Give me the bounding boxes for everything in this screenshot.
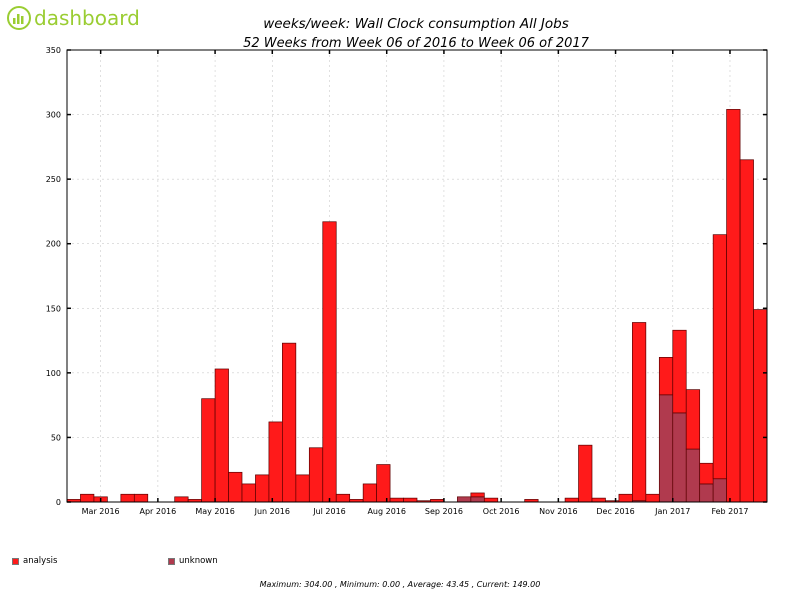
bar-unknown [470, 496, 485, 503]
bar-analysis [174, 496, 189, 503]
y-tick-label: 250 [46, 175, 61, 184]
legend-item-unknown: unknown [168, 556, 218, 566]
bar-analysis [483, 497, 499, 503]
bar-analysis [214, 368, 229, 503]
legend-label-analysis: analysis [23, 556, 58, 566]
dashboard-logo: dashboard [7, 6, 140, 30]
x-tick-label: Mar 2016 [82, 507, 120, 516]
x-tick-label: Apr 2016 [139, 507, 176, 516]
bar-analysis [80, 493, 95, 503]
y-tick-label: 300 [46, 111, 61, 120]
y-tick-label: 50 [51, 433, 61, 442]
bar-analysis [726, 109, 741, 503]
bar-analysis [672, 329, 687, 414]
bar-analysis [335, 493, 351, 503]
bar-analysis [282, 342, 297, 503]
x-tick-label: Jun 2016 [254, 507, 290, 516]
bar-unknown [685, 448, 701, 503]
y-tick-label: 150 [46, 304, 61, 313]
y-axis: 0 50 100 150 200 250 300 350 [46, 46, 767, 507]
stats-summary: Maximum: 304.00 , Minimum: 0.00 , Averag… [259, 580, 541, 589]
bar-analysis [389, 497, 404, 503]
bar-analysis [322, 221, 337, 503]
bar-analysis [376, 464, 391, 503]
x-axis: Mar 2016 Apr 2016 May 2016 Jun 2016 Jul 2016… [82, 50, 749, 516]
legend-swatch-analysis [12, 557, 19, 565]
bar-analysis [255, 474, 270, 503]
bar-analysis [133, 493, 149, 503]
bars [66, 109, 768, 503]
legend-label-unknown: unknown [179, 556, 218, 566]
x-tick-label: Sep 2016 [425, 507, 463, 516]
logo-text: dashboard [34, 6, 140, 30]
bar-analysis [362, 483, 377, 503]
y-tick-label: 100 [46, 369, 61, 378]
bar-analysis [308, 447, 324, 503]
bar-analysis [470, 492, 485, 498]
x-tick-label: Nov 2016 [539, 507, 578, 516]
bar-analysis [201, 398, 216, 503]
chart-subtitle: 52 Weeks from Week 06 of 2016 to Week 06… [243, 36, 590, 51]
y-tick-label: 0 [56, 498, 61, 507]
bar-analysis [241, 483, 256, 503]
bar-analysis [268, 421, 283, 503]
bar-analysis [658, 357, 674, 396]
bar-unknown [699, 483, 714, 503]
plot-frame [66, 49, 768, 503]
bar-unknown [712, 478, 727, 503]
bar-unknown [672, 412, 687, 503]
x-tick-label: May 2016 [195, 507, 234, 516]
bar-unknown [457, 496, 472, 503]
bar-analysis [699, 462, 714, 485]
y-tick-label: 350 [46, 46, 61, 55]
chart-title: weeks/week: Wall Clock consumption All J… [263, 16, 569, 32]
y-tick-label: 200 [46, 240, 61, 249]
legend-swatch-unknown [168, 557, 175, 565]
bar-analysis [295, 474, 310, 503]
x-tick-label: Dec 2016 [596, 507, 634, 516]
bar-analysis [632, 322, 647, 502]
bar-analysis [591, 497, 606, 503]
bar-analysis [685, 389, 701, 450]
bar-analysis [120, 493, 135, 503]
bar-unknown [658, 394, 674, 503]
bar-analysis [712, 234, 727, 480]
x-tick-label: Aug 2016 [367, 507, 406, 516]
bar-analysis [753, 309, 768, 503]
bar-analysis [228, 471, 243, 503]
bar-analysis [578, 444, 593, 503]
x-tick-label: Oct 2016 [483, 507, 520, 516]
legend-item-analysis: analysis [12, 556, 57, 566]
bar-analysis [645, 493, 660, 503]
bar-analysis [739, 159, 754, 503]
x-tick-label: Jul 2016 [312, 507, 346, 516]
x-tick-label: Feb 2017 [711, 507, 748, 516]
x-tick-label: Jan 2017 [654, 507, 690, 516]
bar-analysis [618, 493, 633, 503]
logo-icon [7, 6, 31, 30]
bar-analysis [564, 497, 579, 503]
bar-analysis [403, 497, 418, 503]
